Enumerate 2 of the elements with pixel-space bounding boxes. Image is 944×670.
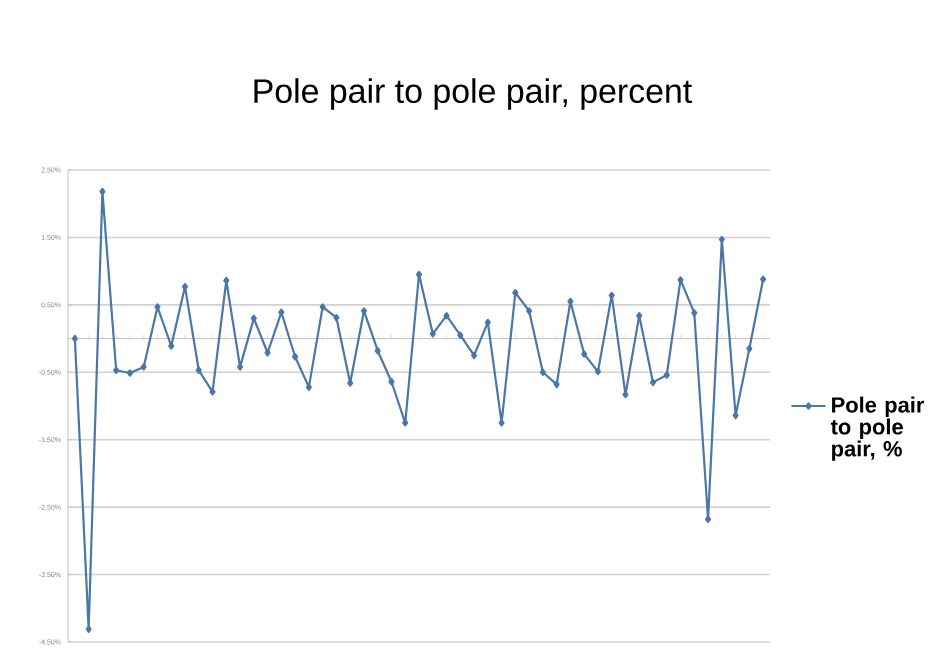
legend-label: Pole pair to pole pair, % bbox=[830, 396, 925, 461]
chart-title: Pole pair to pole pair, percent bbox=[254, 78, 692, 110]
